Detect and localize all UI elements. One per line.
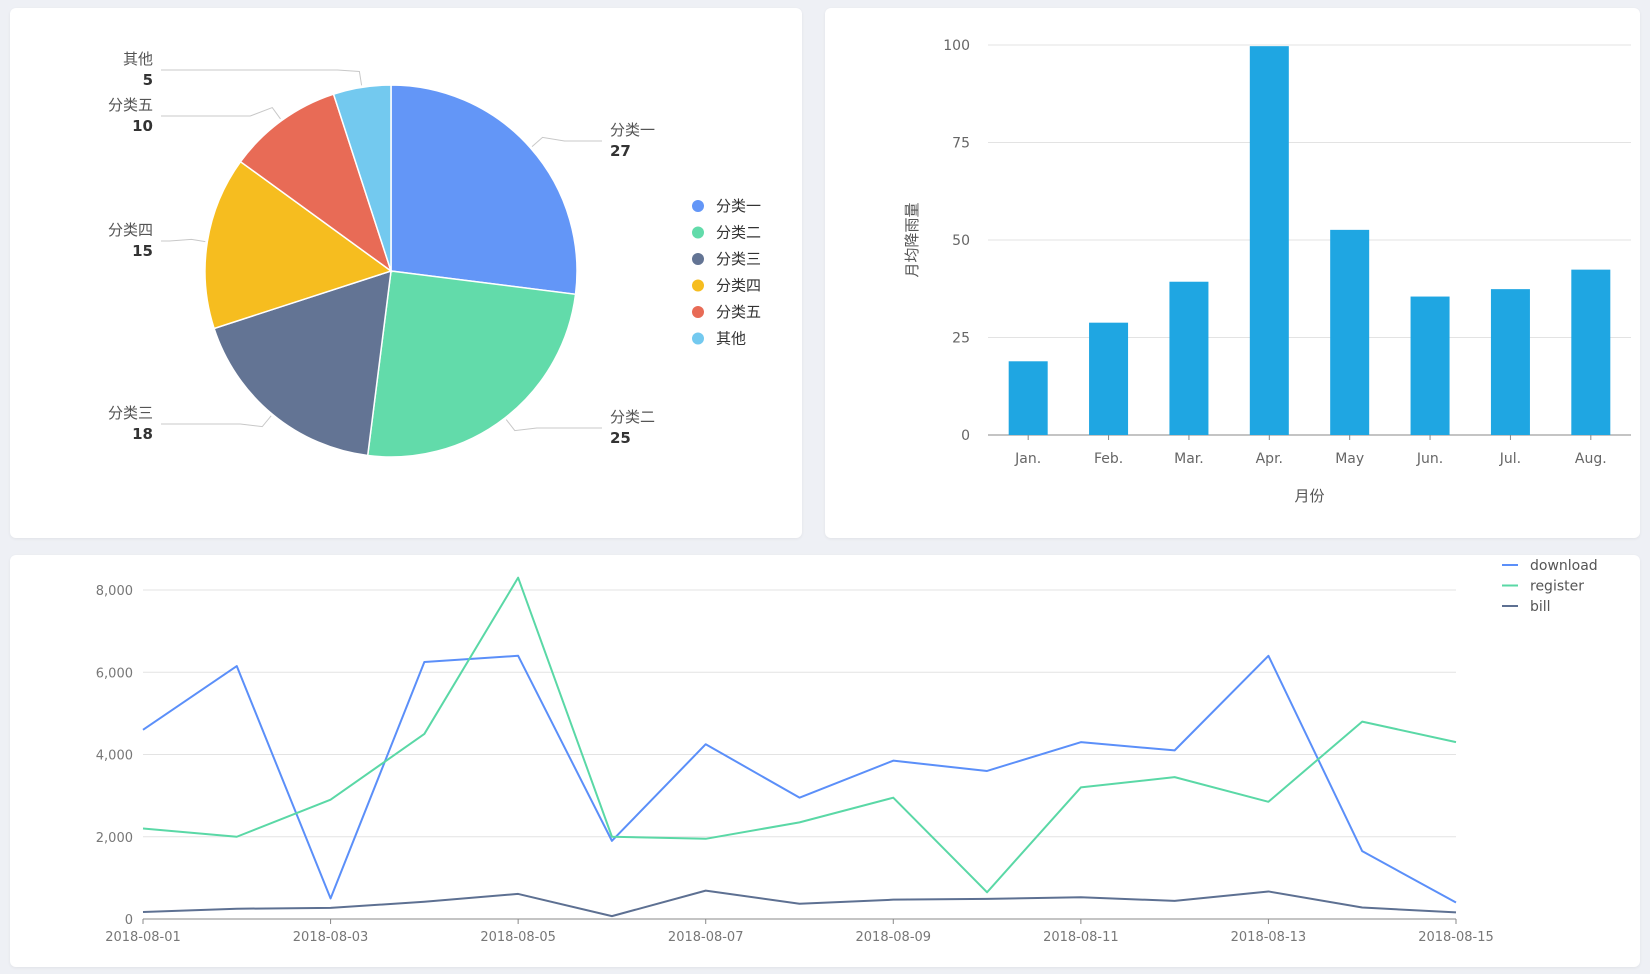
x-tick-label: 2018-08-13 (1231, 930, 1307, 945)
pie-value-label: 15 (132, 242, 153, 260)
pie-label: 分类一 (610, 121, 655, 139)
line-chart: 0 2,000 4,000 6,000 8,000 2018-08-01 2018-08-0… (96, 558, 1598, 945)
pie-leader-line (505, 419, 602, 432)
x-tick-label: Jul. (1499, 451, 1521, 467)
x-tick-label: 2018-08-09 (856, 930, 932, 945)
pie-slice (204, 160, 393, 330)
series-line-bill (142, 889, 1457, 918)
y-tick-label: 8,000 (96, 584, 133, 599)
pie-value-label: 27 (610, 142, 631, 160)
pie-slice (239, 93, 393, 273)
pie-label: 分类四 (108, 221, 153, 239)
bar (1410, 296, 1450, 435)
y-tick-label: 100 (943, 38, 970, 54)
legend-label: 分类三 (716, 250, 761, 268)
y-tick-label: 75 (952, 136, 970, 152)
bar (1330, 229, 1370, 435)
x-tick-label: Aug. (1575, 451, 1607, 467)
pie-value-label: 18 (132, 425, 153, 443)
x-tick-label: 2018-08-03 (293, 930, 369, 945)
bar-chart-panel: 0 25 50 75 100 Jan. Feb. Mar. Apr. May Jun. Jul. Aug… (825, 8, 1640, 538)
pie-value-label: 10 (132, 117, 153, 135)
legend-label: download (1530, 558, 1598, 574)
bar (1008, 361, 1048, 435)
pie-leader-line (161, 69, 363, 86)
legend-label: register (1530, 579, 1584, 595)
pie-slice (390, 84, 578, 296)
x-tick-label: 2018-08-07 (668, 930, 744, 945)
legend-marker (692, 306, 704, 318)
legend-label: bill (1530, 599, 1551, 615)
y-tick-label: 6,000 (96, 666, 133, 681)
x-tick-label: Apr. (1256, 451, 1283, 467)
pie-slice (366, 270, 577, 458)
x-tick-label: 2018-08-05 (480, 930, 556, 945)
y-tick-label: 50 (952, 233, 970, 249)
pie-value-label: 25 (610, 429, 631, 447)
pie-slice (332, 84, 392, 272)
pie-leader-line (531, 136, 602, 148)
legend-marker (692, 253, 704, 265)
x-tick-label: Jan. (1014, 451, 1041, 467)
bar (1169, 281, 1209, 435)
y-tick-label: 2,000 (96, 831, 133, 846)
pie-chart-panel: 分类一 27 分类二 25 分类三 18 分类四 15 分类五 10 其他 5 分类一 分类二 分类三 分类四… (10, 8, 802, 538)
bar (1089, 322, 1129, 435)
x-tick-label: Jun. (1416, 451, 1443, 467)
pie-label: 其他 (123, 50, 153, 68)
legend-marker (692, 226, 704, 239)
legend-label: 分类五 (716, 303, 761, 321)
legend-marker (692, 200, 704, 212)
legend-label: 分类二 (716, 224, 761, 242)
x-tick-label: 2018-08-01 (105, 930, 181, 945)
y-tick-label: 25 (952, 331, 970, 347)
series-line-register (142, 576, 1457, 894)
legend-marker (692, 332, 704, 345)
bar (1490, 289, 1530, 435)
y-axis-title: 月均降雨量 (903, 202, 921, 277)
legend-label: 分类四 (716, 277, 761, 295)
x-axis-title: 月份 (1294, 487, 1324, 505)
legend-label: 其他 (716, 330, 746, 348)
series-line-download (142, 654, 1457, 904)
pie-label: 分类五 (108, 96, 153, 114)
bar (1571, 269, 1611, 435)
legend-marker (692, 279, 704, 292)
pie-leader-line (161, 238, 206, 243)
x-tick-label: Feb. (1094, 451, 1123, 467)
x-tick-label: May (1335, 451, 1364, 467)
pie-leader-line (161, 415, 272, 428)
x-tick-label: 2018-08-15 (1418, 930, 1494, 945)
x-tick-label: Mar. (1174, 451, 1204, 467)
y-tick-label: 4,000 (96, 749, 133, 764)
bar-chart: 0 25 50 75 100 Jan. Feb. Mar. Apr. May Jun. Jul. Aug… (903, 38, 1631, 505)
pie-leader-line (161, 106, 281, 120)
pie-label: 分类二 (610, 408, 655, 426)
bar (1249, 46, 1289, 436)
pie-value-label: 5 (143, 71, 153, 89)
y-tick-label: 0 (125, 913, 133, 928)
y-tick-label: 0 (961, 428, 970, 444)
line-chart-panel: 0 2,000 4,000 6,000 8,000 2018-08-01 2018-08-0… (10, 555, 1640, 967)
pie-label: 分类三 (108, 404, 153, 422)
legend-label: 分类一 (716, 197, 761, 215)
pie-slice (213, 269, 392, 457)
x-tick-label: 2018-08-11 (1043, 930, 1119, 945)
pie-chart: 分类一27分类二25分类三18分类四15分类五10其他5分类一分类二分类三分类四… (108, 50, 761, 458)
